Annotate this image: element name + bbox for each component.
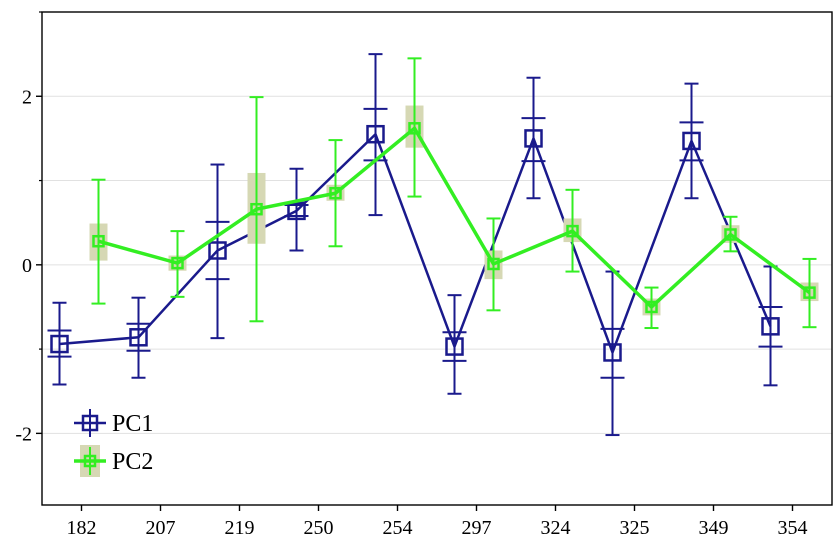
legend-marker: [83, 454, 97, 468]
data-point: [682, 131, 701, 151]
data-point: [566, 224, 579, 238]
data-point: [92, 234, 105, 248]
legend-label: PC1: [112, 411, 153, 437]
data-point: [129, 328, 148, 347]
series-line: [98, 125, 811, 310]
y-tick-label: -2: [15, 423, 32, 445]
legend-marker: [81, 414, 99, 432]
x-tick-label: 325: [620, 517, 650, 539]
legend-entry-pc1: PC1: [74, 409, 153, 437]
x-tick-label: 324: [541, 517, 571, 539]
data-point: [645, 300, 658, 314]
x-tick-label: 354: [778, 517, 808, 539]
data-point: [487, 257, 500, 271]
legend-entry-pc2: PC2: [74, 445, 153, 477]
x-tick-label: 250: [304, 517, 334, 539]
legend-label: PC2: [112, 449, 153, 475]
data-point: [603, 343, 622, 362]
data-point: [329, 186, 342, 200]
data-point: [803, 286, 816, 299]
grid-layer: [42, 11, 832, 434]
data-point: [366, 124, 385, 144]
data-point: [761, 317, 780, 336]
x-tick-label: 349: [699, 517, 729, 539]
y-tick-label: 2: [22, 86, 32, 108]
x-tick-label: 254: [383, 517, 413, 539]
series-pc2: [89, 57, 819, 330]
data-point: [408, 122, 421, 135]
x-tick-label: 182: [67, 517, 97, 539]
plot-frame: [41, 11, 833, 506]
axis-layer: -2 0 2 182 207 219 250 254 297 324 325 349 354: [15, 11, 833, 539]
data-point: [287, 201, 306, 221]
data-point: [50, 334, 69, 354]
y-tick-label: 0: [22, 255, 32, 277]
series-pc1: [47, 53, 783, 437]
data-point: [171, 256, 184, 270]
data-point: [250, 202, 263, 216]
data-point: [524, 129, 543, 148]
series-layer: [47, 53, 819, 437]
data-point: [724, 228, 737, 241]
data-point: [208, 241, 227, 260]
x-tick-label: 219: [225, 517, 255, 539]
x-tick-label: 297: [462, 517, 492, 539]
data-point: [445, 337, 464, 356]
x-tick-label: 207: [146, 517, 176, 539]
